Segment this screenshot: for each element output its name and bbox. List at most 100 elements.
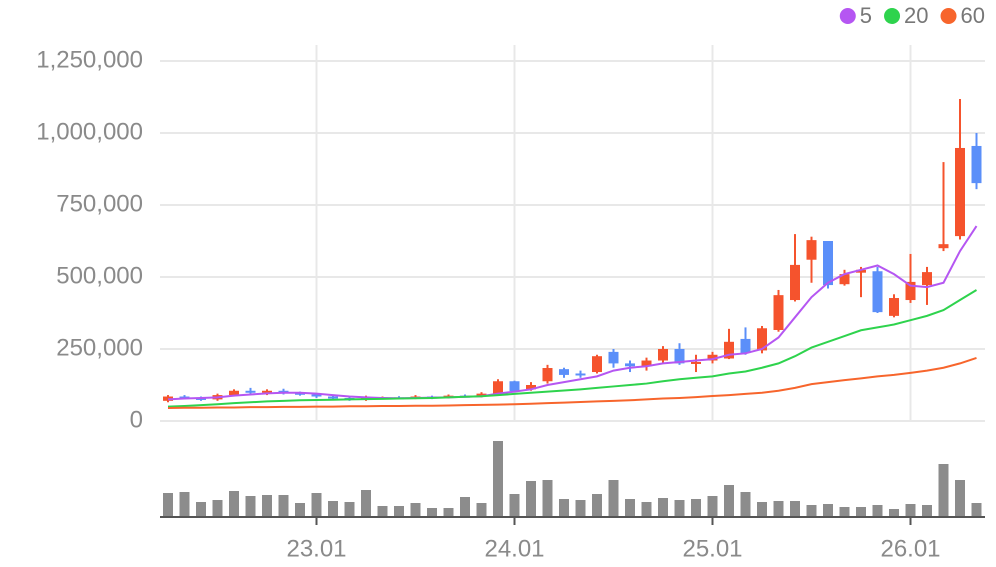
candle-body (823, 241, 833, 286)
legend-label: 60 (961, 3, 985, 28)
candle-body (278, 390, 289, 393)
volume-bar (872, 505, 883, 517)
volume-bar (509, 494, 520, 517)
candle-body (245, 390, 256, 393)
candle-body (889, 298, 899, 316)
legend-label: 20 (904, 3, 928, 28)
volume-bar (443, 508, 454, 517)
volume-bar (460, 497, 470, 517)
volume-bar (526, 481, 536, 517)
volume-bar (806, 505, 817, 517)
x-tick-label: 23.01 (286, 535, 346, 562)
candle-body (938, 244, 949, 249)
candle-body (922, 272, 932, 286)
x-tick-label: 26.01 (880, 535, 940, 562)
candle-body (575, 373, 586, 376)
volume-bar (229, 491, 239, 517)
ma-line (167, 289, 978, 408)
candle-body (806, 240, 817, 260)
volume-bar (905, 504, 916, 517)
candle-body (476, 393, 487, 397)
legend-dot (884, 8, 901, 24)
candle-body (691, 361, 701, 364)
volume-bar (196, 502, 206, 517)
candle-body (773, 295, 784, 330)
y-tick-label: 1,250,000 (36, 46, 143, 73)
candle-body (724, 341, 734, 359)
x-tick-label: 25.01 (682, 535, 742, 562)
volume-bar (410, 503, 421, 517)
candle-body (625, 363, 635, 367)
candle-body (905, 281, 916, 301)
volume-bar (295, 503, 305, 517)
candle-body (311, 394, 322, 397)
volume-bar (493, 441, 503, 517)
volume-bar (311, 493, 322, 517)
volume-bar (262, 495, 272, 517)
volume-bar (823, 504, 833, 517)
legend-dot (839, 8, 856, 24)
y-tick-label: 750,000 (56, 190, 143, 217)
volume-bar (839, 507, 850, 517)
volume-bar (658, 498, 668, 517)
candle-body (740, 338, 751, 354)
volume-bar (707, 496, 718, 517)
volume-bar (955, 480, 965, 517)
y-tick-label: 0 (130, 406, 143, 433)
candle-body (229, 390, 239, 396)
y-tick-label: 250,000 (56, 334, 143, 361)
y-tick-label: 500,000 (56, 262, 143, 289)
candle-body (592, 356, 602, 373)
volume-bar (971, 503, 982, 517)
candle-body (526, 385, 536, 390)
volume-bar (344, 502, 355, 517)
legend-label: 5 (860, 3, 872, 28)
volume-bar (575, 500, 586, 517)
ma-line (167, 356, 977, 410)
candle-body (971, 145, 982, 184)
volume-bar (740, 492, 751, 517)
ma-line (167, 225, 978, 401)
candle-body (658, 349, 668, 361)
x-tick-label: 24.01 (484, 535, 544, 562)
volume-bar (245, 496, 256, 517)
candle-body (608, 351, 619, 364)
legend-dot (940, 8, 957, 24)
candle-body (179, 396, 190, 399)
candle-body (955, 147, 965, 237)
volume-bar (773, 501, 784, 517)
volume-bar (377, 506, 388, 517)
volume-bar (542, 480, 553, 517)
volume-bar (625, 499, 635, 517)
volume-bar (328, 501, 338, 517)
volume-bar (163, 493, 173, 517)
volume-bar (608, 480, 619, 517)
volume-bar (757, 502, 767, 517)
volume-bar (592, 494, 602, 517)
volume-bar (476, 503, 487, 517)
volume-bar (641, 502, 652, 517)
candle-body (839, 274, 850, 285)
volume-bar (856, 507, 866, 517)
volume-bar (724, 485, 734, 517)
y-tick-label: 1,000,000 (36, 118, 143, 145)
candle-body (872, 271, 883, 313)
volume-bar (394, 506, 404, 517)
candle-body (493, 381, 503, 394)
candle-body (790, 264, 800, 301)
volume-bar (179, 492, 190, 517)
volume-bar (559, 499, 569, 517)
candle-body (509, 381, 520, 392)
volume-bar (691, 499, 701, 517)
volume-bar (938, 464, 949, 517)
candle-body (856, 269, 866, 273)
candle-body (328, 396, 338, 399)
candle-body (674, 349, 685, 364)
volume-bar (212, 500, 223, 517)
candle-body (757, 328, 767, 351)
candle-body (542, 368, 553, 382)
candle-body (641, 360, 652, 367)
candle-body (707, 354, 718, 361)
volume-bar (278, 495, 289, 517)
